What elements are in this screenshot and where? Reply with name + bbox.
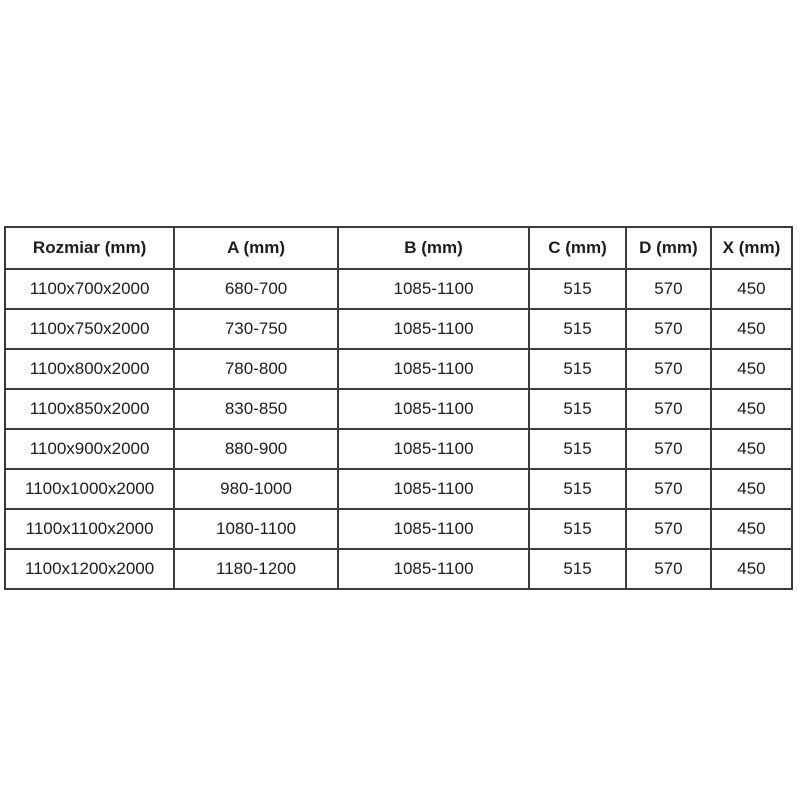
table-cell: 1085-1100 [336, 508, 531, 550]
column-header: C (mm) [528, 226, 627, 270]
table-row: 1100x750x2000 730-750 1085-1100 515 570 450 [3, 308, 794, 350]
table-cell: 570 [624, 308, 712, 350]
table-cell: 515 [528, 268, 627, 310]
table-cell: 450 [709, 508, 794, 550]
table-cell: 450 [709, 428, 794, 470]
table-cell: 1100x750x2000 [3, 308, 176, 350]
table-row: 1100x1100x2000 1080-1100 1085-1100 515 570 45… [3, 508, 794, 550]
table-cell: 515 [528, 548, 627, 590]
table-cell: 515 [528, 388, 627, 430]
table-row: 1100x850x2000 830-850 1085-1100 515 570 450 [3, 388, 794, 430]
table-cell: 1085-1100 [336, 268, 531, 310]
table-cell: 450 [709, 468, 794, 510]
table-cell: 1100x900x2000 [3, 428, 176, 470]
table-cell: 1180-1200 [173, 548, 339, 590]
column-header: Rozmiar (mm) [3, 226, 176, 270]
table-cell: 1100x800x2000 [3, 348, 176, 390]
table-cell: 880-900 [173, 428, 339, 470]
table-row: 1100x900x2000 880-900 1085-1100 515 570 450 [3, 428, 794, 470]
table-cell: 570 [624, 428, 712, 470]
table-header-row: Rozmiar (mm) A (mm) B (mm) C (mm) D (mm) X (m… [3, 226, 794, 270]
table-cell: 730-750 [173, 308, 339, 350]
column-header: D (mm) [624, 226, 712, 270]
table-cell: 515 [528, 468, 627, 510]
table-cell: 1100x1200x2000 [3, 548, 176, 590]
table-cell: 1085-1100 [336, 348, 531, 390]
column-header: X (mm) [709, 226, 794, 270]
table-cell: 450 [709, 548, 794, 590]
table-cell: 450 [709, 348, 794, 390]
table-cell: 570 [624, 548, 712, 590]
table-row: 1100x800x2000 780-800 1085-1100 515 570 450 [3, 348, 794, 390]
table-cell: 515 [528, 308, 627, 350]
table-cell: 1080-1100 [173, 508, 339, 550]
table-cell: 1100x850x2000 [3, 388, 176, 430]
header-row: Rozmiar (mm) A (mm) B (mm) C (mm) D (mm) X (m… [3, 226, 794, 270]
table-row: 1100x1200x2000 1180-1200 1085-1100 515 570 45… [3, 548, 794, 590]
table-cell: 1085-1100 [336, 468, 531, 510]
table-cell: 1085-1100 [336, 428, 531, 470]
table-cell: 980-1000 [173, 468, 339, 510]
table-cell: 515 [528, 428, 627, 470]
table-cell: 515 [528, 508, 627, 550]
table-cell: 570 [624, 468, 712, 510]
table-cell: 1085-1100 [336, 548, 531, 590]
table-cell: 680-700 [173, 268, 339, 310]
table-cell: 780-800 [173, 348, 339, 390]
table-cell: 1085-1100 [336, 308, 531, 350]
table-cell: 450 [709, 268, 794, 310]
table-cell: 1100x1000x2000 [3, 468, 176, 510]
dimensions-table: Rozmiar (mm) A (mm) B (mm) C (mm) D (mm) X (m… [3, 226, 794, 590]
table-cell: 570 [624, 348, 712, 390]
table-cell: 1085-1100 [336, 388, 531, 430]
column-header: A (mm) [173, 226, 339, 270]
table-cell: 570 [624, 268, 712, 310]
column-header: B (mm) [336, 226, 531, 270]
table-cell: 830-850 [173, 388, 339, 430]
table-cell: 570 [624, 508, 712, 550]
table-cell: 570 [624, 388, 712, 430]
table-body: 1100x700x2000 680-700 1085-1100 515 570 450 11… [3, 268, 794, 590]
table-cell: 1100x700x2000 [3, 268, 176, 310]
table-row: 1100x700x2000 680-700 1085-1100 515 570 450 [3, 268, 794, 310]
table-cell: 515 [528, 348, 627, 390]
table-row: 1100x1000x2000 980-1000 1085-1100 515 570 450 [3, 468, 794, 510]
table-cell: 450 [709, 388, 794, 430]
table-cell: 1100x1100x2000 [3, 508, 176, 550]
table-cell: 450 [709, 308, 794, 350]
